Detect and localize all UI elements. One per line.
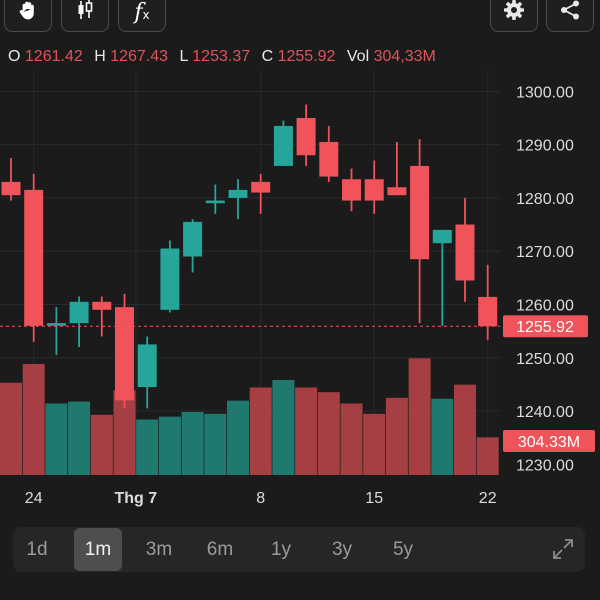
- ohlc-readout: O 1261.42 H 1267.43 L 1253.37 C 1255.92 …: [8, 48, 443, 66]
- timeframe-3m[interactable]: 3m: [145, 539, 173, 560]
- high-value: 1267.43: [110, 48, 169, 65]
- candle-body: [410, 165, 430, 260]
- y-tick-label: 1260.00: [516, 297, 574, 314]
- candle-body: [205, 200, 225, 204]
- hand-pan-button[interactable]: [4, 0, 52, 32]
- close-value: 1255.92: [277, 48, 336, 65]
- volume-bar: [158, 416, 181, 475]
- x-tick-label: Thg 7: [115, 490, 158, 507]
- low-label: L: [179, 48, 188, 65]
- y-tick-label: 1240.00: [516, 404, 574, 421]
- bottom-section-edge: [0, 590, 600, 600]
- timeframe-6m[interactable]: 6m: [206, 539, 234, 560]
- candle-body: [228, 189, 248, 198]
- x-tick-label: 24: [25, 490, 43, 507]
- candle-body: [364, 179, 384, 201]
- chart-type-button[interactable]: [61, 0, 109, 32]
- candle-body: [24, 189, 44, 326]
- candle-body: [273, 125, 293, 166]
- timeframe-bar: 1d 1m 3m 6m 1y 3y 5y: [13, 527, 585, 572]
- timeframe-1m[interactable]: 1m: [74, 528, 122, 571]
- volume-bar: [113, 390, 136, 475]
- low-value: 1253.37: [192, 48, 251, 65]
- share-icon: [558, 0, 582, 27]
- candle-body: [183, 221, 203, 257]
- y-tick-label: 1270.00: [516, 244, 574, 261]
- candle-body: [160, 248, 180, 310]
- y-tick-label: 1230.00: [516, 457, 574, 474]
- timeframe-1d[interactable]: 1d: [26, 539, 48, 560]
- share-button[interactable]: [546, 0, 594, 32]
- volume-bar: [431, 398, 454, 475]
- candle-body: [432, 229, 452, 244]
- expand-icon[interactable]: [551, 537, 575, 566]
- candle-body: [69, 301, 89, 324]
- settings-button[interactable]: [490, 0, 538, 32]
- timeframe-1y[interactable]: 1y: [270, 539, 292, 560]
- volume-bar: [363, 413, 386, 475]
- candle-body: [319, 141, 339, 177]
- indicators-button[interactable]: fx: [118, 0, 166, 32]
- close-label: C: [261, 48, 274, 65]
- volume-bar: [476, 437, 499, 475]
- last-price-badge: [503, 315, 588, 338]
- price-chart[interactable]: 1300.00 1290.00 1280.00 1270.00 1260.00 1250.…: [0, 70, 600, 510]
- x-tick-label: 22: [479, 490, 497, 507]
- candle-body: [455, 224, 475, 281]
- volume-bar: [295, 387, 318, 475]
- function-fx-icon: fx: [134, 0, 150, 25]
- volume-bar: [227, 400, 249, 475]
- last-volume-text: 304.33M: [518, 434, 580, 451]
- hand-pan-icon: [16, 0, 40, 27]
- volume-bar: [136, 419, 159, 475]
- candle-body: [478, 296, 498, 327]
- timeframe-5y[interactable]: 5y: [392, 539, 414, 560]
- high-label: H: [94, 48, 106, 65]
- x-tick-label: 15: [365, 490, 383, 507]
- timeframe-3y[interactable]: 3y: [331, 539, 353, 560]
- candle-body: [387, 187, 407, 196]
- volume-bar: [317, 392, 340, 475]
- volume-bar: [0, 382, 22, 475]
- gear-icon: [502, 0, 526, 27]
- last-price-text: 1255.92: [516, 319, 574, 336]
- candle-body: [296, 117, 316, 156]
- volume-bar: [68, 401, 91, 475]
- candle-body: [1, 181, 21, 196]
- y-tick-label: 1250.00: [516, 351, 574, 368]
- volume-bar: [90, 414, 113, 475]
- volume-bar: [204, 413, 227, 475]
- y-tick-label: 1300.00: [516, 84, 574, 101]
- x-tick-label: 8: [256, 490, 265, 507]
- volume-bar: [408, 358, 431, 475]
- y-tick-label: 1280.00: [516, 191, 574, 208]
- open-value: 1261.42: [24, 48, 83, 65]
- volume-value: 304,33M: [373, 48, 436, 65]
- volume-bar: [272, 379, 295, 475]
- candle-body: [46, 323, 66, 326]
- volume-bar: [45, 403, 68, 475]
- volume-bar: [181, 411, 204, 475]
- volume-bar: [249, 387, 272, 475]
- y-tick-label: 1290.00: [516, 138, 574, 155]
- candlestick-icon: [73, 0, 97, 27]
- open-label: O: [8, 48, 21, 65]
- volume-bar: [22, 363, 45, 475]
- candle-body: [92, 301, 112, 310]
- volume-bar: [340, 403, 363, 475]
- volume-bar: [454, 384, 476, 475]
- volume-label: Vol: [346, 48, 370, 65]
- candle-body: [342, 179, 361, 201]
- candle-body: [137, 344, 157, 388]
- last-volume-badge: [503, 430, 595, 452]
- candle-body: [251, 181, 271, 193]
- candle-body: [115, 307, 134, 401]
- volume-bar: [385, 397, 408, 475]
